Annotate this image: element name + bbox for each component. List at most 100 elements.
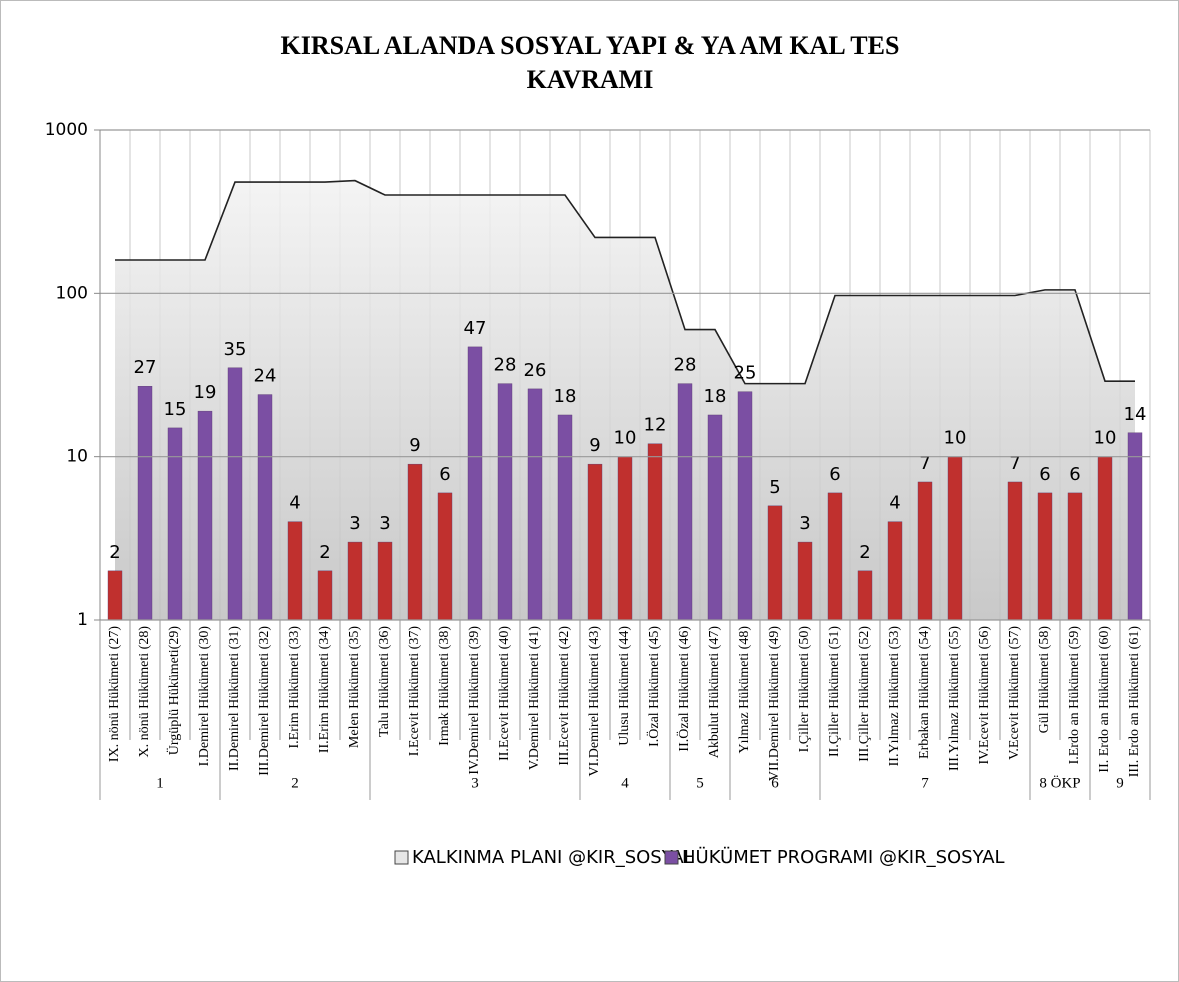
data-label: 7 [919, 453, 930, 474]
data-label: 4 [889, 493, 900, 514]
bar [1067, 492, 1083, 621]
data-label: 9 [409, 435, 420, 456]
data-label: 19 [194, 382, 217, 403]
bar [377, 541, 393, 621]
data-label: 3 [379, 513, 390, 534]
bar [527, 388, 543, 621]
bar [1097, 456, 1113, 621]
x-tick-label: II.Ecevit Hükümeti (40) [497, 626, 512, 761]
x-tick-label: I.Özal Hükümeti (45) [645, 626, 662, 747]
x-tick-label: Gül Hükümeti (58) [1037, 626, 1052, 734]
data-label: 28 [494, 355, 517, 376]
data-label: 7 [1009, 453, 1020, 474]
bar [917, 481, 933, 621]
x-tick-label: I.Erim Hükümeti (33) [287, 626, 302, 749]
data-label: 2 [109, 542, 120, 563]
group-label: 8 ÖKP [1039, 774, 1080, 791]
bar [1007, 481, 1023, 621]
legend-swatch [394, 850, 409, 865]
x-tick-label: II.Demirel Hükümeti (31) [227, 626, 242, 771]
legend-label: HÜKÜMET PROGRAMI @KIR_SOSYAL [682, 846, 1005, 868]
data-label: 18 [704, 386, 727, 407]
group-label: 9 [1116, 775, 1124, 791]
x-tick-label: VII.Demirel Hükümeti (49) [767, 626, 782, 781]
data-label: 6 [1039, 464, 1050, 485]
x-tick-label: Melen Hükümeti (35) [347, 626, 362, 748]
x-tick-label: Erbakan Hükümeti (54) [917, 626, 932, 759]
bar [827, 492, 843, 621]
bar [137, 386, 153, 621]
data-label: 9 [589, 435, 600, 456]
bar [1037, 492, 1053, 621]
y-tick-label: 100 [56, 283, 88, 303]
data-label: 35 [224, 339, 247, 360]
bar [257, 394, 273, 621]
x-tick-label: Talu Hükümeti (36) [377, 626, 392, 737]
data-label: 25 [734, 363, 757, 384]
bar [647, 443, 663, 621]
group-label: 4 [621, 775, 629, 791]
x-tick-label: III.Yılmaz Hükümeti (55) [947, 626, 962, 771]
area-line [115, 179, 1135, 385]
bar [287, 521, 303, 621]
data-label: 27 [134, 357, 157, 378]
data-label: 10 [614, 428, 637, 449]
x-tick-label: III.Demirel Hükümeti (32) [257, 626, 272, 776]
data-label: 6 [1069, 464, 1080, 485]
x-tick-label: II.Yılmaz Hükümeti (53) [887, 626, 902, 767]
data-label: 47 [464, 318, 487, 339]
y-tick-label: 1 [77, 610, 88, 630]
bar [497, 383, 513, 621]
data-label: 6 [439, 464, 450, 485]
x-tick-label: I.Demirel Hükümeti (30) [197, 626, 212, 767]
x-tick-label: I.Çiller Hükümeti (50) [797, 626, 812, 753]
x-tick-label: II.Çiller Hükümeti (51) [827, 626, 842, 757]
bar [887, 521, 903, 621]
bar [767, 505, 783, 621]
bar [707, 414, 723, 621]
group-label: 5 [696, 775, 704, 791]
data-label: 2 [319, 542, 330, 563]
x-tick-label: V.Ecevit Hükümeti (57) [1007, 626, 1022, 760]
bar [617, 456, 633, 621]
bar [197, 410, 213, 621]
data-label: 10 [944, 428, 967, 449]
bar [947, 456, 963, 621]
x-tick-label: Irmak Hükümeti (38) [437, 626, 452, 746]
data-label: 3 [799, 513, 810, 534]
data-label: 3 [349, 513, 360, 534]
data-label: 6 [829, 464, 840, 485]
y-tick-label: 10 [66, 447, 88, 467]
data-label: 10 [1094, 428, 1117, 449]
legend-label: KALKINMA PLANI @KIR_SOSYAL [412, 847, 694, 868]
data-label: 15 [164, 399, 187, 420]
bar [797, 541, 813, 621]
group-label: 2 [291, 775, 299, 791]
bar [677, 383, 693, 621]
x-tick-label: X. nönü Hükümeti (28) [137, 626, 152, 758]
x-tick-label: Ulusu Hükümeti (44) [617, 626, 632, 746]
group-label: 7 [921, 775, 929, 791]
data-label: 5 [769, 477, 780, 498]
x-tick-label: II.Özal Hükümeti (46) [675, 626, 692, 752]
data-label: 4 [289, 493, 300, 514]
group-label: 1 [156, 775, 164, 791]
data-label: 18 [554, 386, 577, 407]
x-tick-label: Akbulut Hükümeti (47) [707, 626, 722, 759]
x-tick-label: III.Çiller Hükümeti (52) [857, 626, 872, 762]
x-tick-label: I.Erdo an Hükümeti (59) [1067, 626, 1082, 765]
bar [437, 492, 453, 621]
bar [857, 570, 873, 621]
data-label: 2 [859, 542, 870, 563]
bar [227, 367, 243, 621]
chart-title: KIRSAL ALANDA SOSYAL YAPI & YA AM KAL TE… [281, 31, 900, 60]
x-tick-label: I.Ecevit Hükümeti (37) [407, 626, 422, 757]
group-label: 6 [771, 775, 779, 791]
x-tick-label: III. Erdo an Hükümeti (61) [1127, 626, 1142, 778]
bar [347, 541, 363, 621]
data-label: 28 [674, 355, 697, 376]
x-tick-label: II. Erdo an Hükümeti (60) [1097, 626, 1112, 773]
data-label: 12 [644, 415, 667, 436]
